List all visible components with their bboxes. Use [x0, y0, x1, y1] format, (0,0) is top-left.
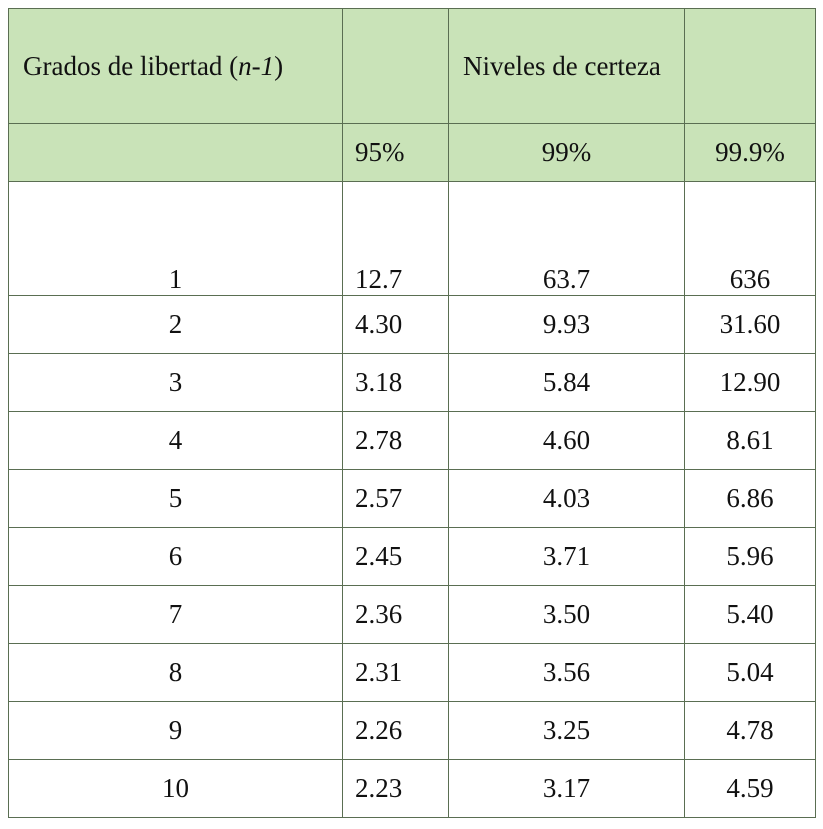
table-row: 5 2.57 4.03 6.86 [8, 469, 816, 528]
value-95-cell: 2.78 [342, 411, 449, 470]
value-99-cell: 63.7 [448, 181, 685, 296]
degrees-of-freedom-cell: 7 [8, 585, 343, 644]
level-99-header: 99% [448, 123, 685, 182]
degrees-of-freedom-cell: 6 [8, 527, 343, 586]
table-row: 1 12.7 63.7 636 [8, 181, 816, 296]
confidence-levels-header: Niveles de certeza [448, 8, 685, 124]
degrees-of-freedom-cell: 3 [8, 353, 343, 412]
n-minus-1-label: n-1 [238, 50, 275, 81]
value-95-cell: 12.7 [342, 181, 449, 296]
value-95-cell: 3.18 [342, 353, 449, 412]
degrees-of-freedom-cell: 9 [8, 701, 343, 760]
table-row: 7 2.36 3.50 5.40 [8, 585, 816, 644]
value-99-cell: 5.84 [448, 353, 685, 412]
degrees-of-freedom-cell: 10 [8, 759, 343, 818]
value-999-cell: 5.04 [684, 643, 816, 702]
value-999-cell: 31.60 [684, 295, 816, 354]
degrees-of-freedom-cell: 4 [8, 411, 343, 470]
value-95-cell: 2.45 [342, 527, 449, 586]
table-row: 8 2.31 3.56 5.04 [8, 643, 816, 702]
level-999-header: 99.9% [684, 123, 816, 182]
header-empty-cell [684, 8, 816, 124]
value-95-cell: 4.30 [342, 295, 449, 354]
value-99-cell: 3.56 [448, 643, 685, 702]
value-99-cell: 4.03 [448, 469, 685, 528]
table-row: 3 3.18 5.84 12.90 [8, 353, 816, 412]
value-95-cell: 2.23 [342, 759, 449, 818]
value-99-cell: 9.93 [448, 295, 685, 354]
value-999-cell: 5.96 [684, 527, 816, 586]
value-95-cell: 2.31 [342, 643, 449, 702]
value-999-cell: 4.59 [684, 759, 816, 818]
value-95-cell: 2.57 [342, 469, 449, 528]
value-95-cell: 2.26 [342, 701, 449, 760]
degrees-of-freedom-header: Grados de libertad (n-1) [8, 8, 343, 124]
value-999-cell: 5.40 [684, 585, 816, 644]
value-99-cell: 3.25 [448, 701, 685, 760]
value-999-cell: 4.78 [684, 701, 816, 760]
table-row: 9 2.26 3.25 4.78 [8, 701, 816, 760]
degrees-of-freedom-cell: 2 [8, 295, 343, 354]
value-99-cell: 3.17 [448, 759, 685, 818]
level-95-header: 95% [342, 123, 449, 182]
table-row: 2 4.30 9.93 31.60 [8, 295, 816, 354]
value-999-cell: 636 [684, 181, 816, 296]
value-999-cell: 6.86 [684, 469, 816, 528]
value-999-cell: 12.90 [684, 353, 816, 412]
header-empty-cell [342, 8, 449, 124]
degrees-of-freedom-cell: 8 [8, 643, 343, 702]
header-row-1: Grados de libertad (n-1) Niveles de cert… [8, 8, 816, 124]
value-99-cell: 4.60 [448, 411, 685, 470]
table-row: 10 2.23 3.17 4.59 [8, 759, 816, 818]
table-row: 6 2.45 3.71 5.96 [8, 527, 816, 586]
t-distribution-table: Grados de libertad (n-1) Niveles de cert… [8, 8, 816, 818]
value-95-cell: 2.36 [342, 585, 449, 644]
table-row: 4 2.78 4.60 8.61 [8, 411, 816, 470]
degrees-of-freedom-cell: 5 [8, 469, 343, 528]
value-99-cell: 3.50 [448, 585, 685, 644]
header-empty-cell [8, 123, 343, 182]
header-row-2: 95% 99% 99.9% [8, 123, 816, 182]
value-99-cell: 3.71 [448, 527, 685, 586]
degrees-of-freedom-cell: 1 [8, 181, 343, 296]
value-999-cell: 8.61 [684, 411, 816, 470]
